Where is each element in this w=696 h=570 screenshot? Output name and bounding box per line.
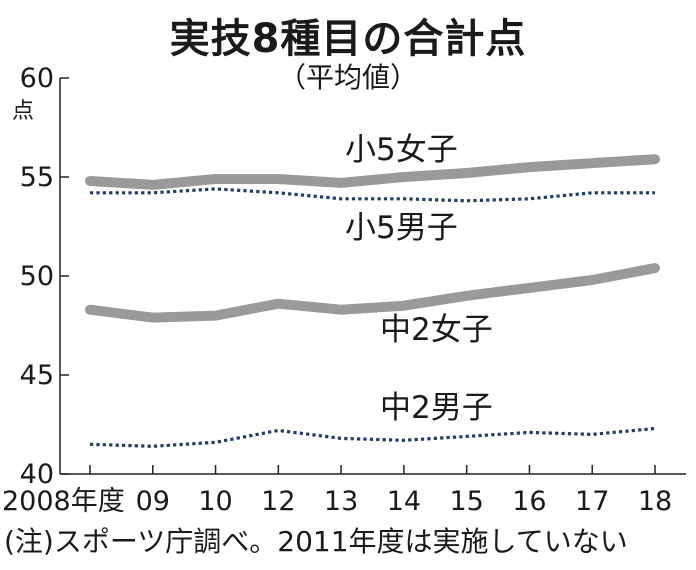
series-line-小5男子 (90, 187, 655, 203)
chart-subtitle: （平均値） (277, 61, 418, 94)
series-line-中2女子 (85, 263, 660, 323)
x-tick-label: 10 (198, 486, 232, 517)
series-line-小5女子 (85, 154, 660, 190)
x-tick-label: 14 (387, 486, 421, 517)
chart-title: 実技8種目の合計点 (169, 16, 527, 62)
y-tick-label: 50 (20, 261, 54, 292)
x-tick-label: 18 (638, 486, 672, 517)
y-tick-label: 40 (20, 459, 54, 490)
y-tick-label: 45 (20, 360, 54, 391)
y-axis-unit: 点 (12, 99, 34, 124)
line-chart: 60 55 50 45 40 点 2008年度 09 10 12 13 14 15 16 17 18 小5女子小… (2, 63, 686, 517)
y-tick-label: 55 (20, 162, 54, 193)
x-tick-label: 15 (449, 486, 483, 517)
series-label: 小5女子 (345, 132, 458, 168)
series-label: 小5男子 (345, 210, 458, 246)
x-tick-label: 2008年度 (2, 486, 125, 517)
source-note: (注)スポーツ庁調べ。2011年度は実施していない (4, 525, 628, 558)
series-label: 中2女子 (380, 312, 493, 348)
series-label: 中2男子 (380, 390, 493, 426)
x-tick-label: 12 (261, 486, 295, 517)
x-tick-label: 09 (136, 486, 170, 517)
y-tick-label: 60 (20, 63, 54, 94)
x-tick-label: 17 (575, 486, 609, 517)
x-tick-label: 13 (324, 486, 358, 517)
series-line-中2男子 (89, 426, 656, 448)
x-tick-label: 16 (512, 486, 546, 517)
